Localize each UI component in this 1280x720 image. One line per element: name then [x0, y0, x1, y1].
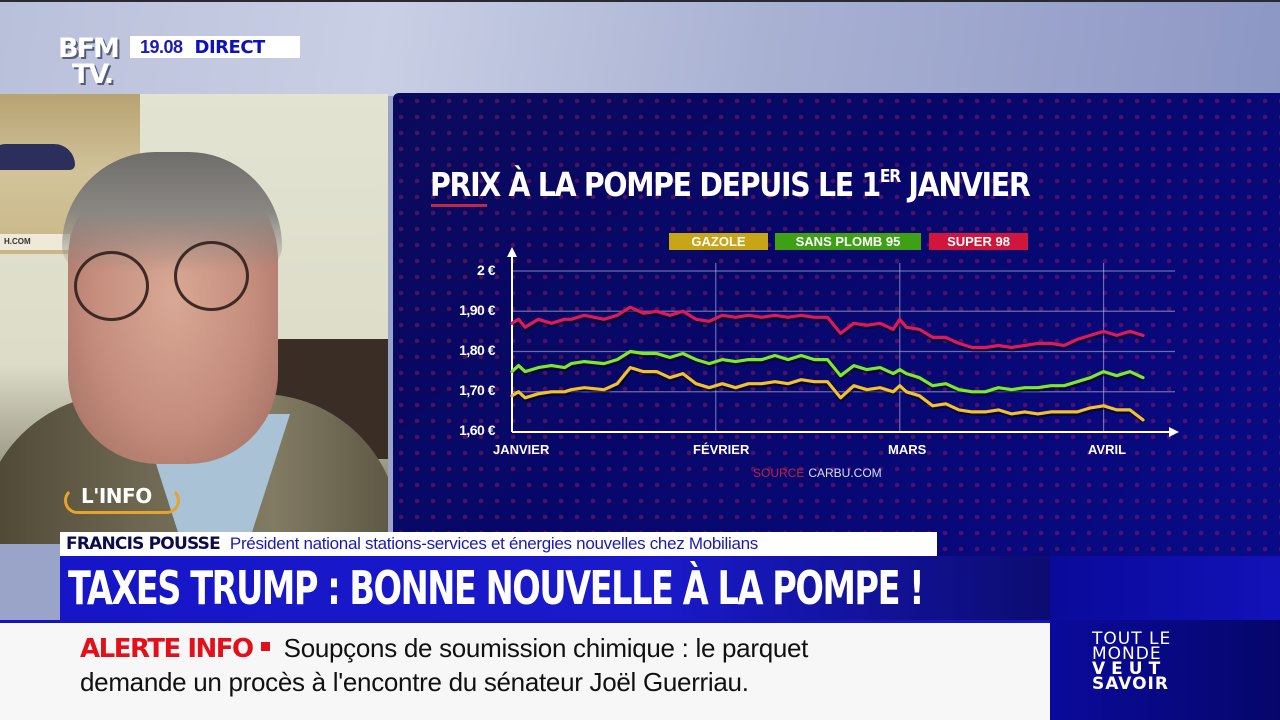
y-tick-190: 1,90 € — [459, 302, 495, 318]
chart-panel: PRIX À LA POMPE DEPUIS LE 1ER JANVIER GA… — [393, 93, 1280, 621]
guest-video-feed: H.COM — [0, 94, 388, 544]
headline-strip — [1050, 556, 1280, 620]
series-gazole — [510, 366, 1145, 422]
guest-glasses — [66, 239, 286, 321]
x-tick-fevrier: FÉVRIER — [693, 442, 750, 457]
slogan-line4: SAVOIR — [1092, 674, 1169, 694]
chart-source: SOURCE CARBU.COM — [753, 466, 882, 480]
live-label: DIRECT — [194, 36, 266, 58]
info-tag-label: L'INFO — [81, 484, 152, 508]
guest-role: Président national stations-services et … — [229, 534, 758, 553]
y-tick-160: 1,60 € — [459, 422, 495, 438]
source-value: CARBU.COM — [808, 466, 882, 480]
x-tick-mars: MARS — [888, 442, 927, 457]
slogan-line1: TOUT LE — [1092, 629, 1172, 649]
series-sans-plomb-95 — [510, 349, 1145, 394]
headline-text: TAXES TRUMP : BONNE NOUVELLE À LA POMPE … — [68, 561, 925, 615]
headline-banner: TAXES TRUMP : BONNE NOUVELLE À LA POMPE … — [60, 556, 1050, 620]
chart-title-sup: ER — [879, 166, 901, 187]
logo-line1: BFM — [58, 33, 120, 64]
chart-title: PRIX À LA POMPE DEPUIS LE 1ER JANVIER — [430, 165, 1031, 204]
legend-sp95: SANS PLOMB 95 — [775, 233, 921, 250]
x-tick-avril: AVRIL — [1088, 442, 1127, 457]
top-border — [0, 0, 1280, 2]
bfmtv-logo: BFM TV. — [58, 33, 124, 92]
glasses-lens-left — [74, 251, 149, 321]
ticker-text-1: Soupçons de soumission chimique : le par… — [283, 633, 809, 663]
slogan-line2: MONDE — [1092, 644, 1162, 664]
news-ticker: ALERTE INFO Soupçons de soumission chimiq… — [0, 620, 1050, 720]
slogan-line3: VEUT — [1092, 659, 1167, 679]
title-underline — [431, 204, 487, 207]
y-tick-180: 1,80 € — [459, 342, 495, 358]
slogan-box: TOUT LE MONDE VEUT SAVOIR — [1050, 620, 1280, 720]
y-tick-170: 1,70 € — [459, 382, 495, 398]
legend-super98: SUPER 98 — [929, 233, 1028, 250]
alert-label: ALERTE INFO — [80, 634, 254, 664]
chart-title-end: JANVIER — [899, 165, 1030, 204]
guest-name-bar: FRANCIS POUSSE Président national statio… — [60, 532, 937, 556]
ticker-line2: demande un procès à l'encontre du sénate… — [80, 667, 749, 697]
chart-title-main: PRIX À LA POMPE DEPUIS LE 1 — [430, 165, 881, 204]
logo-line2: TV. — [72, 59, 114, 90]
legend-gazole: GAZOLE — [669, 233, 768, 250]
source-label: SOURCE — [753, 466, 805, 480]
poster-url: H.COM — [0, 234, 70, 250]
live-time-badge: 19.08 DIRECT — [130, 36, 300, 58]
x-tick-janvier: JANVIER — [493, 442, 550, 457]
poster-car-image — [0, 144, 75, 170]
series-super-98 — [510, 305, 1145, 350]
guest-name: FRANCIS POUSSE — [66, 534, 221, 554]
glasses-lens-right — [174, 241, 249, 311]
alert-square-icon — [260, 642, 270, 651]
info-tag: L'INFO — [64, 484, 180, 514]
alert-badge: ALERTE INFO — [80, 634, 270, 664]
clock-time: 19.08 — [140, 36, 183, 57]
ticker-line1: ALERTE INFO Soupçons de soumission chimiq… — [80, 633, 808, 664]
y-tick-2: 2 € — [477, 262, 495, 278]
line-chart — [507, 247, 1179, 437]
